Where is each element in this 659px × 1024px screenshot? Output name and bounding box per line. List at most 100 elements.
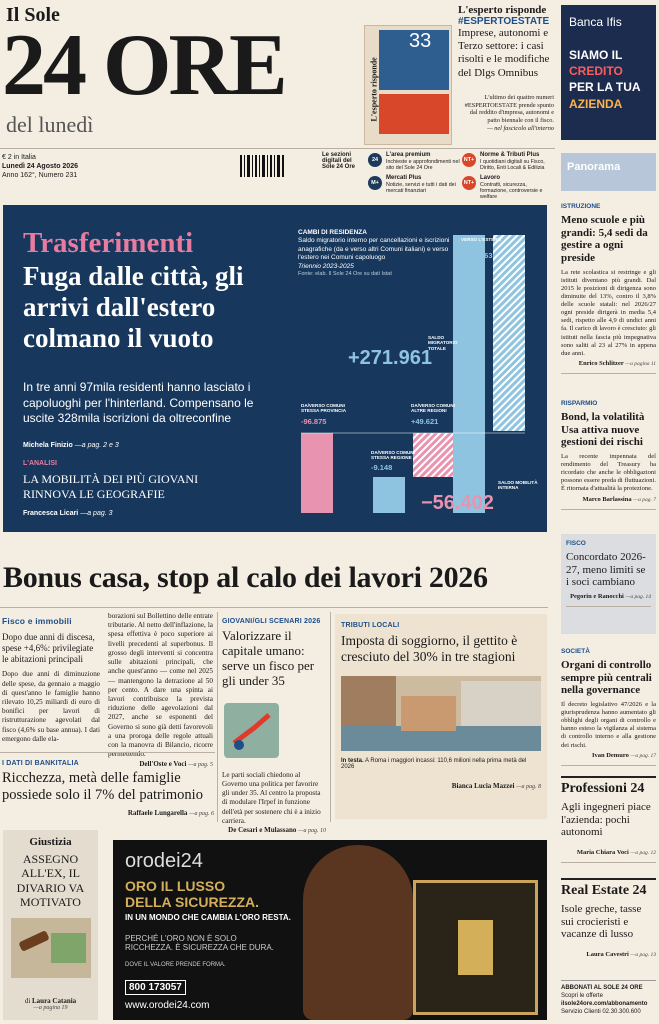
headline: Organi di controllo sempre più centrali … <box>561 659 652 697</box>
section-label: TRIBUTI LOCALI <box>341 622 400 629</box>
sidebar-item: RISPARMIO Bond, la volatilità Usa attiva … <box>561 400 656 510</box>
divider <box>566 605 651 607</box>
headline: Concordato 2026-27, meno limiti se i soc… <box>566 551 646 589</box>
issue: Anno 162°, Numero 231 <box>2 172 78 180</box>
page-ref: —a pagina 11 <box>625 360 656 367</box>
section-label: SOCIETÀ <box>561 648 590 655</box>
service-badge: NT+ <box>462 176 476 190</box>
tributi-photo <box>341 676 541 752</box>
sidebar-item: Real Estate 24 Isole greche, tasse sui cr… <box>561 878 656 958</box>
byline: Marco Barlassina —a pag. 7 <box>561 496 656 503</box>
service-text: Notizie, servizi e tutti i dati dei merc… <box>386 182 456 195</box>
page-ref: —a pag. 8 <box>516 784 541 791</box>
infographic-value: -9.148 <box>371 463 393 472</box>
infographic-label: DA/VERSO COMUNI STESSA PROVINCIA <box>301 403 347 414</box>
subscribe-line: Scopri le offerte <box>561 993 603 1000</box>
giovani-article: GIOVANI/GLI SCENARI 2026 Valorizzare il … <box>222 618 326 834</box>
page-ref: —a pag. 3 <box>80 510 113 517</box>
subscribe-line: ilsole24ore.com/abbonamento <box>561 1001 648 1008</box>
barcode <box>240 155 284 177</box>
byline: Maria Chiara Voci —a pag. 12 <box>561 849 656 856</box>
service-badge: M+ <box>368 176 382 190</box>
headline: Imposta di soggiorno, il gettito è cresc… <box>341 633 518 664</box>
analysis-byline: Francesca Licari —a pag. 3 <box>23 510 113 517</box>
promo-text: Imprese, autonomi e Terzo settore: i cas… <box>458 27 550 79</box>
infographic-value: -96.875 <box>301 417 327 426</box>
page-ref: —a pag. 10 <box>298 828 326 835</box>
section-label: ISTRUZIONE <box>561 203 601 210</box>
headline: Meno scuole e più grandi: 5,4 sedi da ge… <box>561 214 648 264</box>
service-title: L'area premium <box>386 152 431 158</box>
analysis-headline: LA MOBILITÀ DEI PIÙ GIOVANI RINNOVA LE G… <box>23 472 199 501</box>
infographic-text: CAMBI DI RESIDENZA Saldo migratorio inte… <box>298 229 468 278</box>
page-ref: —a pag. 14 <box>625 593 651 600</box>
service-text: I quotidiani digitali su Fisco, Diritto,… <box>480 159 545 172</box>
headline: Agli ingegneri piace l'azienda: pochi au… <box>561 801 651 839</box>
byline: Francesca Licari <box>23 510 79 517</box>
infographic-desc: Saldo migratorio interno per cancellazio… <box>298 237 450 262</box>
section-label: I DATI DI BANKITALIA <box>2 760 79 767</box>
byline: Pegorin e Ranocchi —a pag. 14 <box>566 593 651 600</box>
masthead-name: 24 ORE <box>2 17 288 114</box>
body: borazioni sul Bollettino delle entrate t… <box>108 612 213 759</box>
services: 24 L'area premium Inchieste e approfondime… <box>368 152 556 200</box>
infographic-value: +271.961 <box>348 347 432 369</box>
byline-name: Ivan Demuro <box>591 751 629 759</box>
ad-line: AZIENDA <box>569 96 623 111</box>
issue-info: € 2 in Italia Lunedì 24 Agosto 2026 Anno… <box>2 153 78 180</box>
ad-line: DELLA SICUREZZA. <box>125 894 260 910</box>
infographic-bars <box>301 235 525 513</box>
divider <box>561 861 656 863</box>
section-label: Fisco e immobili <box>2 616 72 626</box>
sidebar-item: Professioni 24 Agli ingegneri piace l'azi… <box>561 776 656 863</box>
body: Le parti sociali chiedono al Governo una… <box>222 770 321 825</box>
page-ref: —a pag. 7 <box>633 496 656 503</box>
page-ref: —a pag. 13 <box>630 951 656 958</box>
price: € 2 in Italia <box>2 154 36 161</box>
ad-orodei: orodei24 ORO IL LUSSO DELLA SICUREZZA. I… <box>113 840 547 1020</box>
byline: Michela Finizio <box>23 442 73 449</box>
service-title: Norme & Tributi Plus <box>480 152 540 158</box>
section-label: Professioni 24 <box>561 776 656 797</box>
byline: di Laura Catania <box>7 997 94 1005</box>
lead-headline: Fuga dalle città, gli arrivi dall'estero… <box>23 261 244 354</box>
service: 24 L'area premium Inchieste e approfondime… <box>368 152 460 174</box>
giustizia-image <box>10 917 91 978</box>
infographic-label: SALDO MOBILITÀ INTERNA <box>498 480 538 491</box>
section-label: Giustizia <box>29 836 72 848</box>
ad-url: www.orodei24.com <box>125 1000 210 1011</box>
fisco-article: Fisco e immobili Dopo due anni di disces… <box>2 616 100 744</box>
ad-line: PERCHÉ L'ORO NON È SOLO RICCHEZZA. È SIC… <box>125 934 274 952</box>
ad-banca: Banca Ifis SIAMO IL CREDITO PER LA TUA A… <box>561 5 656 140</box>
byline: Raffaele Lungarella —a pag. 6 <box>2 809 214 817</box>
promo-cover-title: L'esperto risponde <box>369 57 379 122</box>
infographic-label: VERSO L'ESTERO <box>461 237 502 242</box>
headline: Dopo due anni di discesa, spese +4,6%: p… <box>2 632 95 664</box>
service: NT+ Lavoro Contratti, sicurezza, formazion… <box>462 175 554 200</box>
infographic-label: DA/VERSO COMUNI STESSA REGIONE <box>371 450 415 461</box>
sidebar-item: SOCIETÀ Organi di controllo sempre più ce… <box>561 648 656 766</box>
infographic-title: CAMBI DI RESIDENZA <box>298 229 367 236</box>
section-label: GIOVANI/GLI SCENARI 2026 <box>222 618 321 625</box>
panorama-header: Panorama <box>561 153 656 191</box>
body: La rete scolastica si restringe e gli is… <box>561 268 656 357</box>
sidebar: ISTRUZIONE Meno scuole e più grandi: 5,4 … <box>561 203 656 978</box>
headline: Bond, la volatilità Usa attiva nuove ges… <box>561 411 645 449</box>
headline: Ricchezza, metà delle famiglie possiede … <box>2 770 203 803</box>
ad-line: IN UN MONDO CHE CAMBIA L'ORO RESTA. <box>125 913 291 922</box>
service-badge: NT+ <box>462 153 476 167</box>
byline-pre: di <box>24 996 31 1005</box>
infographic-value: +328.363 <box>461 251 493 260</box>
promo: L'esperto risponde #ESPERTOESTATE Impres… <box>458 4 554 132</box>
service-badge: 24 <box>368 153 382 167</box>
caption-label: In testa. <box>341 758 364 765</box>
promo-note-ref: — nel fascicolo all'interno <box>487 125 554 133</box>
service-text: Inchieste e approfondimenti nel sito del… <box>386 159 460 172</box>
fisco-continued: borazioni sul Bollettino delle entrate t… <box>108 612 213 768</box>
infographic-label: SALDO MIGRATORIO TOTALE <box>428 335 458 351</box>
ad-line: PER LA TUA <box>569 80 641 95</box>
section-label: RISPARMIO <box>561 400 598 407</box>
lead-byline: Michela Finizio —a pag. 2 e 3 <box>23 442 119 449</box>
subscribe-line: Servizio Clienti 02.30.300.600 <box>561 1009 641 1016</box>
